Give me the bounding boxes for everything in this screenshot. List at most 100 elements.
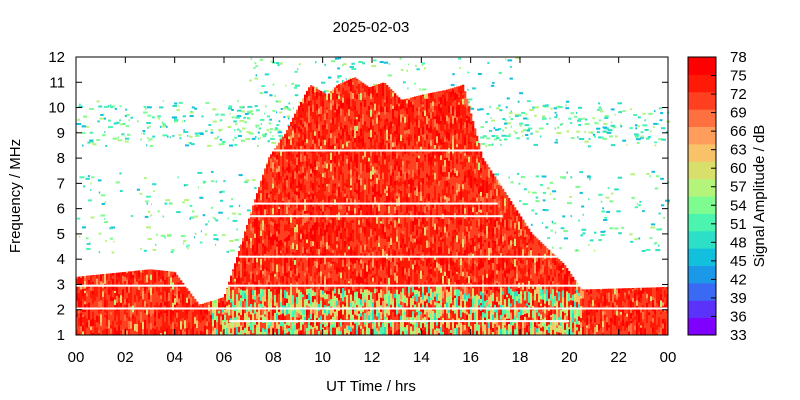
noise-point (499, 109, 503, 112)
heatmap-cell (118, 301, 121, 305)
heatmap-cell (298, 294, 301, 298)
heatmap-cell (288, 192, 291, 200)
noise-point (556, 132, 562, 134)
heatmap-cell (246, 247, 249, 251)
heatmap-cell (264, 189, 267, 195)
heatmap-cell (270, 303, 273, 308)
heatmap-cell (250, 265, 253, 272)
heatmap-cell (294, 324, 297, 331)
heatmap-cell (316, 241, 319, 249)
heatmap-cell (292, 310, 295, 317)
heatmap-cell (278, 223, 281, 227)
heatmap-cell (336, 170, 339, 178)
heatmap-cell (344, 212, 347, 215)
noise-point (408, 63, 410, 66)
heatmap-cell (354, 137, 357, 143)
noise-point (260, 118, 265, 121)
heatmap-cell (86, 284, 89, 290)
heatmap-cell (370, 98, 373, 103)
heatmap-cell (306, 184, 309, 191)
heatmap-cell (334, 145, 337, 149)
noise-point (87, 141, 90, 144)
heatmap-cell (272, 271, 275, 274)
heatmap-cell (316, 317, 319, 321)
noise-point (215, 180, 217, 183)
heatmap-cell (294, 231, 297, 240)
noise-point (227, 217, 229, 220)
heatmap-cell (284, 185, 287, 190)
heatmap-cell (182, 311, 185, 318)
heatmap-cell (370, 116, 373, 123)
heatmap-cell (370, 129, 373, 138)
heatmap-cell (284, 323, 287, 330)
heatmap-cell (320, 113, 323, 122)
heatmap-cell (354, 221, 357, 229)
heatmap-cell (156, 308, 159, 314)
heatmap-cell (304, 121, 307, 128)
heatmap-cell (292, 196, 295, 206)
heatmap-cell (210, 326, 213, 334)
heatmap-cell (348, 155, 351, 163)
heatmap-cell (342, 182, 345, 191)
heatmap-cell (124, 271, 127, 275)
noise-point (634, 124, 638, 127)
noise-point (629, 127, 633, 130)
heatmap-cell (354, 314, 357, 320)
heatmap-cell (254, 229, 257, 234)
noise-point (631, 196, 635, 199)
heatmap-cell (350, 310, 353, 319)
heatmap-cell (266, 274, 269, 280)
heatmap-cell (104, 275, 107, 284)
heatmap-cell (346, 263, 349, 267)
heatmap-cell (340, 204, 343, 210)
heatmap-cell (346, 112, 349, 120)
heatmap-cell (370, 269, 373, 274)
heatmap-cell (284, 224, 287, 232)
heatmap-cell (248, 290, 251, 299)
heatmap-cell (242, 256, 245, 262)
heatmap-cell (354, 77, 357, 83)
heatmap-cell (124, 292, 127, 300)
noise-point (269, 131, 272, 134)
heatmap-cell (158, 302, 161, 306)
heatmap-cell (272, 321, 275, 328)
heatmap-cell (128, 295, 131, 304)
heatmap-cell (124, 314, 127, 321)
heatmap-cell (304, 218, 307, 223)
noise-point (147, 114, 152, 117)
heatmap-cell (260, 230, 263, 236)
heatmap-cell (308, 128, 311, 133)
heatmap-cell (308, 266, 311, 270)
noise-point (79, 103, 81, 106)
noise-point (328, 76, 332, 79)
heatmap-cell (324, 191, 327, 195)
heatmap-cell (184, 331, 187, 336)
heatmap-cell (316, 110, 319, 116)
heatmap-cell (358, 207, 361, 215)
noise-point (630, 240, 634, 243)
heatmap-cell (340, 227, 343, 233)
heatmap-cell (316, 195, 319, 199)
heatmap-cell (114, 327, 117, 336)
heatmap-cell (328, 313, 331, 320)
heatmap-cell (280, 216, 283, 220)
heatmap-cell (88, 316, 91, 320)
heatmap-cell (292, 327, 295, 336)
heatmap-cell (122, 328, 125, 336)
heatmap-cell (328, 323, 331, 328)
heatmap-cell (324, 186, 327, 192)
noise-point (124, 135, 126, 138)
heatmap-cell (356, 176, 359, 179)
heatmap-cell (92, 275, 95, 277)
heatmap-cell (178, 314, 181, 322)
noise-point (149, 145, 153, 147)
heatmap-cell (282, 321, 285, 327)
heatmap-cell (288, 265, 291, 272)
heatmap-cell (182, 304, 185, 307)
heatmap-cell (310, 325, 313, 329)
heatmap-cell (86, 332, 89, 336)
heatmap-cell (132, 318, 135, 323)
heatmap-cell (360, 191, 363, 198)
heatmap-cell (274, 220, 277, 224)
heatmap-cell (368, 117, 371, 126)
